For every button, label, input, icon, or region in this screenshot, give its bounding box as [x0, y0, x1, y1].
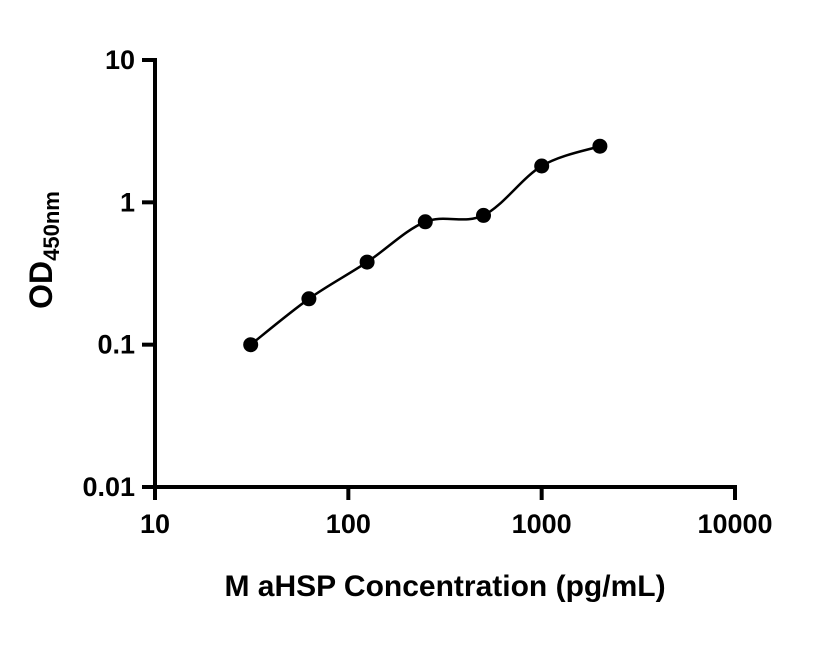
x-axis-title: M aHSP Concentration (pg/mL) [224, 570, 665, 603]
y-axis-title-sub: 450nm [39, 191, 64, 261]
fit-curve [249, 145, 601, 346]
y-tick-label: 0.1 [97, 330, 135, 360]
y-tick-label: 1 [120, 187, 135, 217]
x-tick-label: 10 [140, 509, 170, 539]
y-tick-label: 0.01 [82, 472, 135, 502]
data-point [476, 207, 491, 223]
data-point [417, 214, 433, 230]
data-point [592, 138, 608, 154]
data-point [243, 337, 259, 353]
y-tick-label: 10 [105, 45, 135, 75]
x-tick-label: 1000 [512, 509, 572, 539]
y-axis-title-main: OD [23, 261, 59, 309]
data-point [359, 254, 375, 270]
data-point [534, 158, 550, 174]
x-tick-label: 100 [326, 509, 371, 539]
y-axis-title: OD450nm [23, 191, 64, 309]
x-tick-label: 10000 [697, 509, 772, 539]
data-point [301, 291, 317, 307]
